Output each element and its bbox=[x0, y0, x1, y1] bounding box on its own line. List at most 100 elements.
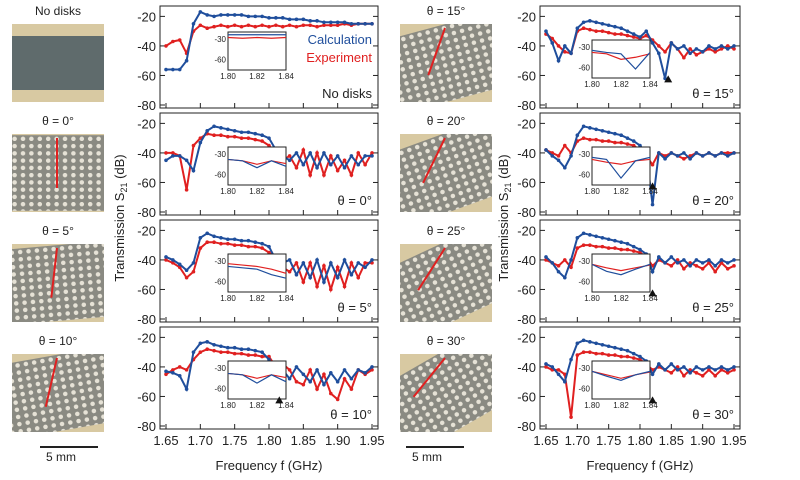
experiment-point bbox=[342, 376, 347, 381]
y-axis-label-unit: (dB) bbox=[496, 154, 511, 182]
calculation-point bbox=[322, 20, 326, 25]
panel-label: θ = 0° bbox=[338, 193, 372, 208]
experiment-point bbox=[294, 165, 299, 170]
inset-x-tick-label: 1.82 bbox=[249, 187, 265, 196]
experiment-point bbox=[260, 246, 264, 250]
experiment-point bbox=[619, 140, 623, 145]
y-tick-label: -60 bbox=[137, 282, 156, 297]
calculation-point bbox=[239, 347, 244, 352]
calculation-point bbox=[688, 371, 692, 375]
experiment-point bbox=[260, 139, 264, 143]
inset-x-tick-label: 1.82 bbox=[613, 294, 629, 303]
calculation-point bbox=[669, 41, 674, 45]
calculation-point bbox=[342, 258, 347, 262]
calculation-point bbox=[164, 158, 168, 163]
experiment-point bbox=[246, 244, 251, 249]
y-tick-label: -20 bbox=[517, 223, 536, 238]
chart-panel: -20 -40 -60 -80 -30 -60 1.80 1.82 1.84 θ = 20° bbox=[517, 112, 741, 220]
panel-label: θ = 5° bbox=[338, 300, 372, 315]
calculation-point bbox=[177, 154, 182, 158]
experiment-point bbox=[613, 353, 617, 357]
calculation-point bbox=[625, 348, 630, 353]
calculation-point bbox=[356, 261, 361, 265]
calculation-point bbox=[575, 235, 580, 240]
calculation-point bbox=[619, 26, 623, 31]
calculation-point bbox=[675, 261, 680, 265]
calculation-point bbox=[219, 126, 223, 130]
experiment-point bbox=[688, 47, 692, 51]
calculation-point bbox=[171, 154, 175, 158]
inset-y-tick-label: -60 bbox=[578, 64, 590, 73]
calculation-point bbox=[544, 362, 548, 366]
experiment-point bbox=[356, 275, 361, 280]
y-tick-label: -80 bbox=[137, 312, 156, 327]
experiment-point bbox=[700, 266, 705, 271]
sample-photo bbox=[400, 134, 492, 212]
experiment-point bbox=[606, 246, 611, 250]
calculation-point bbox=[713, 47, 717, 51]
calculation-point bbox=[267, 16, 271, 20]
calculation-point bbox=[550, 154, 555, 158]
triangle-marker-icon bbox=[648, 396, 657, 404]
y-tick-label: -80 bbox=[517, 419, 536, 434]
triangle-marker-icon bbox=[648, 182, 657, 190]
x-tick-label: 1.90 bbox=[325, 433, 350, 448]
experiment-point bbox=[588, 350, 592, 354]
calculation-point bbox=[370, 258, 374, 262]
calculation-point bbox=[322, 151, 326, 155]
experiment-point bbox=[287, 154, 292, 158]
experiment-point bbox=[171, 151, 175, 155]
calculation-point bbox=[212, 342, 216, 347]
inset-experiment-line bbox=[591, 158, 651, 165]
inset-x-tick-label: 1.84 bbox=[642, 80, 658, 89]
y-tick-label: -20 bbox=[137, 116, 156, 131]
experiment-point bbox=[663, 50, 667, 54]
panel-label: θ = 25° bbox=[692, 300, 734, 315]
experiment-point bbox=[719, 47, 724, 51]
experiment-point bbox=[260, 354, 264, 359]
experiment-point bbox=[315, 387, 319, 391]
calculation-point bbox=[184, 58, 189, 63]
inset-x-tick-label: 1.82 bbox=[249, 401, 265, 410]
experiment-point bbox=[246, 23, 251, 28]
calculation-point bbox=[322, 280, 326, 284]
calculation-point bbox=[669, 255, 674, 259]
calculation-point bbox=[732, 44, 736, 48]
experiment-point bbox=[613, 246, 617, 250]
experiment-point bbox=[631, 143, 636, 148]
experiment-point bbox=[544, 365, 548, 369]
experiment-point bbox=[581, 243, 586, 247]
experiment-point bbox=[294, 379, 299, 384]
calculation-point bbox=[232, 128, 237, 133]
calculation-point bbox=[588, 19, 592, 23]
inset-y-tick-label: -60 bbox=[214, 171, 226, 180]
experiment-point bbox=[682, 266, 686, 271]
experiment-point bbox=[198, 350, 203, 354]
y-tick-label: -80 bbox=[517, 205, 536, 220]
calculation-point bbox=[308, 19, 313, 23]
experiment-point bbox=[184, 188, 189, 192]
calculation-point bbox=[184, 387, 189, 391]
experiment-point bbox=[631, 356, 636, 360]
orientation-line bbox=[56, 138, 58, 188]
calculation-point bbox=[184, 268, 189, 273]
experiment-point bbox=[171, 39, 175, 44]
experiment-point bbox=[219, 23, 223, 28]
x-tick-label: 1.80 bbox=[627, 433, 652, 448]
calculation-point bbox=[349, 154, 354, 158]
calculation-point bbox=[613, 345, 617, 350]
legend-calculation: Calculation bbox=[308, 32, 372, 47]
y-tick-label: -40 bbox=[517, 253, 536, 268]
scale-bar-left bbox=[40, 446, 98, 448]
inset-experiment-line bbox=[227, 36, 287, 39]
inset-calculation-line bbox=[227, 158, 287, 169]
y-tick-label: -60 bbox=[137, 175, 156, 190]
calculation-point bbox=[556, 269, 561, 274]
experiment-point bbox=[349, 173, 354, 177]
experiment-point bbox=[556, 154, 561, 158]
experiment-point bbox=[575, 353, 580, 357]
experiment-point bbox=[301, 382, 306, 387]
calculation-point bbox=[563, 275, 567, 280]
experiment-point bbox=[232, 351, 237, 356]
calculation-point bbox=[232, 13, 237, 17]
